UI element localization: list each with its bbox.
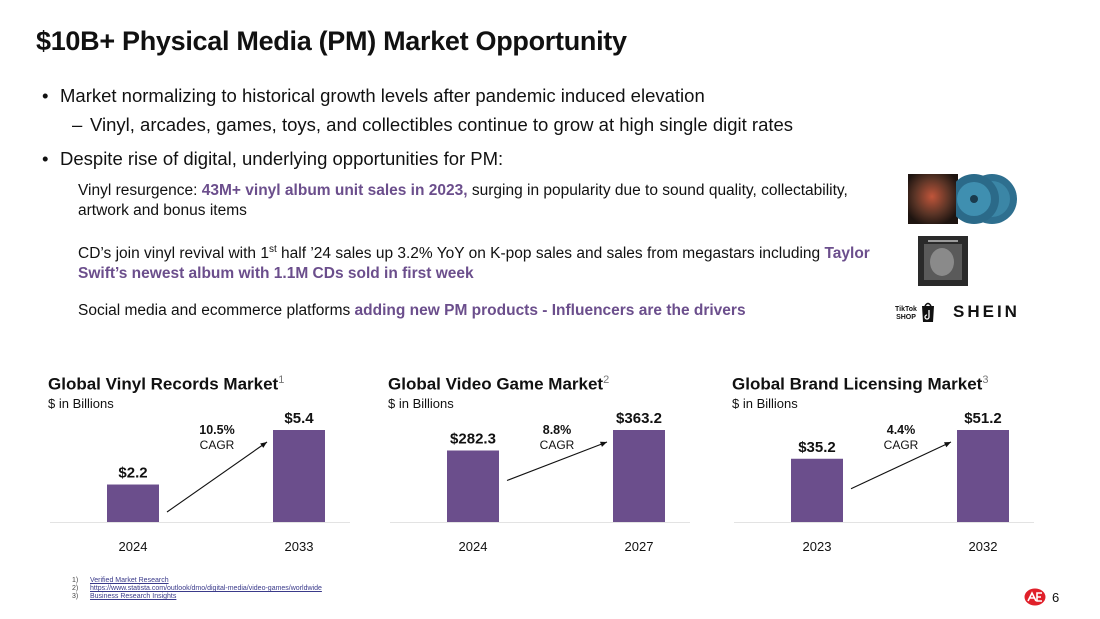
chart-title: Global Vinyl Records Market1 xyxy=(48,374,284,395)
chart-svg: $2.2 2024 $5.4 2033 10.5%CAGR xyxy=(50,410,350,554)
footnote-number: 2) xyxy=(72,585,79,592)
bar-value-label: $363.2 xyxy=(616,410,662,427)
bar-value-label: $51.2 xyxy=(964,410,1002,427)
company-logo xyxy=(1024,588,1046,606)
x-tick-label: 2032 xyxy=(969,539,998,554)
x-tick-label: 2033 xyxy=(285,539,314,554)
chart-units: $ in Billions xyxy=(732,396,798,411)
para-text: Social media and ecommerce platforms xyxy=(78,302,355,319)
para-text: half ’24 sales up 3.2% YoY on K-pop sale… xyxy=(276,245,825,263)
footnote-link[interactable]: Business Research Insights xyxy=(90,593,177,600)
cagr-arrow-line xyxy=(506,441,608,482)
x-tick-label: 2024 xyxy=(459,539,488,554)
bar-2024 xyxy=(447,450,499,522)
video-game-market-chart: Global Video Game Market2 $ in Billions … xyxy=(378,372,698,562)
para-superscript: st xyxy=(268,244,277,255)
para-highlight: 43M+ vinyl album unit sales in 2023, xyxy=(201,182,468,199)
x-tick-label: 2023 xyxy=(803,539,832,554)
para-text: surging in popularity due to sound quali… xyxy=(78,182,848,219)
vinyl-record-image xyxy=(908,174,1017,224)
cagr-value: 8.8% xyxy=(543,423,572,437)
chart-title-text: Global Video Game Market xyxy=(388,374,604,394)
shop-text: SHOP xyxy=(896,314,916,321)
bullet-text: Market normalizing to historical growth … xyxy=(60,85,705,106)
footnote-number: 1) xyxy=(72,577,79,584)
x-tick-label: 2027 xyxy=(625,539,654,554)
cagr-value: 4.4% xyxy=(887,423,916,437)
cagr-label: CAGR xyxy=(884,438,919,452)
tiktok-text: TikTok xyxy=(895,306,917,313)
bar-value-label: $2.2 xyxy=(118,465,147,482)
tiktok-shop-logo: TikTok SHOP xyxy=(895,302,934,322)
album-cover-image xyxy=(918,236,968,286)
chart-footnote-ref: 2 xyxy=(603,374,610,386)
bar-2033 xyxy=(273,430,325,522)
chart-title: Global Brand Licensing Market3 xyxy=(732,374,988,395)
vinyl-resurgence-paragraph: Vinyl resurgence: 43M+ vinyl album unit … xyxy=(78,181,878,221)
chart-title-text: Global Brand Licensing Market xyxy=(732,374,983,394)
para-text: Vinyl resurgence: xyxy=(78,182,202,199)
x-tick-label: 2024 xyxy=(119,539,148,554)
footnote-number: 3) xyxy=(72,593,79,600)
para-highlight: adding new PM products - Influencers are… xyxy=(354,302,746,319)
bullet-opportunities: • Despite rise of digital, underlying opp… xyxy=(42,148,503,170)
para-highlight: Taylor Swift’s newest album with 1.1M CD… xyxy=(78,245,870,283)
bullet-text: Despite rise of digital, underlying oppo… xyxy=(60,148,504,169)
bar-value-label: $35.2 xyxy=(798,439,836,456)
chart-title: Global Video Game Market2 xyxy=(388,374,609,395)
page-title: $10B+ Physical Media (PM) Market Opportu… xyxy=(36,26,627,56)
social-media-paragraph: Social media and ecommerce platforms add… xyxy=(78,301,878,321)
bullet-dot: • xyxy=(42,148,49,169)
bar-2027 xyxy=(613,430,665,522)
chart-units: $ in Billions xyxy=(388,396,454,411)
sub-bullet-text: Vinyl, arcades, games, toys, and collect… xyxy=(90,114,794,135)
bar-2024 xyxy=(107,484,159,522)
cagr-arrow-head xyxy=(944,442,951,448)
cagr-label: CAGR xyxy=(540,438,575,452)
bullet-dot: • xyxy=(42,85,49,106)
para-text: CD’s join vinyl revival with 1 xyxy=(78,245,269,263)
bar-value-label: $282.3 xyxy=(450,430,496,447)
chart-svg: $35.2 2023 $51.2 2032 4.4%CAGR xyxy=(734,410,1034,554)
footnote-3: 3) Business Research Insights xyxy=(72,593,322,601)
cagr-arrow-line xyxy=(166,441,268,513)
bar-2032 xyxy=(957,430,1009,522)
footnote-link[interactable]: https://www.statista.com/outlook/dmo/dig… xyxy=(90,585,322,592)
footnote-link[interactable]: Verified Market Research xyxy=(90,577,169,584)
bullet-market-normalizing: • Market normalizing to historical growth… xyxy=(42,85,705,107)
footnotes: 1) Verified Market Research 2) https://www… xyxy=(72,577,322,601)
bar-2023 xyxy=(791,458,843,522)
brand-licensing-market-chart: Global Brand Licensing Market3 $ in Bill… xyxy=(722,372,1042,562)
shein-logo: SHEIN xyxy=(953,302,1020,321)
vinyl-market-chart: Global Vinyl Records Market1 $ in Billio… xyxy=(38,372,358,562)
cagr-value: 10.5% xyxy=(199,423,234,437)
sub-bullet-growth: – Vinyl, arcades, games, toys, and collec… xyxy=(72,114,793,136)
chart-footnote-ref: 1 xyxy=(278,374,285,386)
cagr-arrow-head xyxy=(600,441,607,447)
cagr-arrow-line xyxy=(850,441,952,490)
cagr-label: CAGR xyxy=(200,438,235,452)
dash-marker: – xyxy=(72,114,83,135)
chart-footnote-ref: 3 xyxy=(982,374,989,386)
chart-title-text: Global Vinyl Records Market xyxy=(48,374,279,394)
chart-units: $ in Billions xyxy=(48,396,114,411)
footnote-2: 2) https://www.statista.com/outlook/dmo/d… xyxy=(72,585,322,593)
bar-value-label: $5.4 xyxy=(284,410,314,427)
page-number: 6 xyxy=(1052,590,1060,605)
footnote-1: 1) Verified Market Research xyxy=(72,577,322,585)
cagr-arrow-head xyxy=(260,442,267,448)
chart-svg: $282.3 2024 $363.2 2027 8.8%CAGR xyxy=(390,410,690,554)
cd-revival-paragraph: CD’s join vinyl revival with 1st half ’2… xyxy=(78,240,878,284)
